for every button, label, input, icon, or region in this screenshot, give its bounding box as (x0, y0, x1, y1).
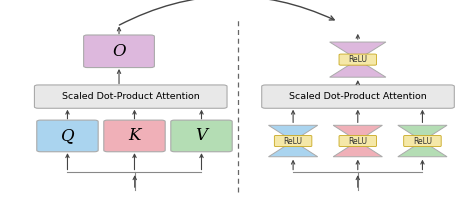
Text: ReLU: ReLU (413, 137, 432, 146)
FancyBboxPatch shape (34, 85, 227, 108)
Polygon shape (329, 60, 386, 77)
Text: Q: Q (61, 127, 74, 144)
Text: O: O (112, 43, 126, 60)
Text: ReLU: ReLU (348, 55, 367, 64)
Polygon shape (268, 125, 318, 141)
FancyBboxPatch shape (104, 120, 165, 152)
FancyBboxPatch shape (339, 54, 376, 65)
Text: Scaled Dot-Product Attention: Scaled Dot-Product Attention (62, 92, 200, 101)
FancyBboxPatch shape (262, 85, 454, 108)
Text: ReLU: ReLU (348, 137, 367, 146)
FancyBboxPatch shape (339, 135, 376, 147)
Polygon shape (333, 141, 383, 157)
Text: K: K (128, 127, 141, 144)
FancyBboxPatch shape (37, 120, 98, 152)
FancyBboxPatch shape (171, 120, 232, 152)
Text: ReLU: ReLU (283, 137, 303, 146)
FancyBboxPatch shape (404, 135, 441, 147)
Polygon shape (398, 141, 447, 157)
FancyBboxPatch shape (84, 35, 155, 68)
Polygon shape (398, 125, 447, 141)
FancyBboxPatch shape (274, 135, 312, 147)
Polygon shape (333, 125, 383, 141)
Text: V: V (196, 127, 207, 144)
Polygon shape (268, 141, 318, 157)
Polygon shape (329, 42, 386, 60)
Text: Scaled Dot-Product Attention: Scaled Dot-Product Attention (289, 92, 427, 101)
